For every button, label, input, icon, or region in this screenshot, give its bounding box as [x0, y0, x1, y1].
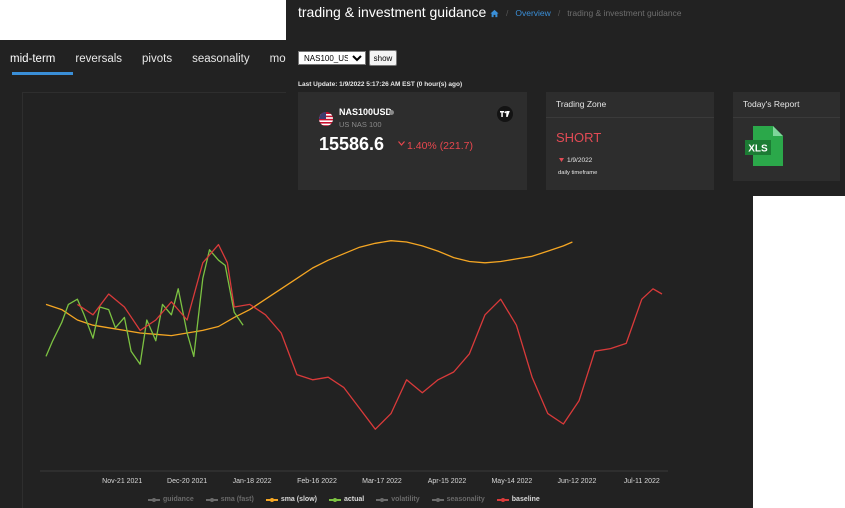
legend-item-guidance[interactable]: guidance — [148, 496, 194, 503]
x-tick-label: May-14 2022 — [491, 478, 532, 485]
trading-zone-card: Trading Zone SHORT 1/9/2022 daily timefr… — [546, 92, 714, 190]
active-tab-indicator — [12, 72, 73, 75]
legend-marker-icon — [376, 497, 389, 502]
us-flag-icon — [319, 112, 333, 126]
tab-seasonality[interactable]: seasonality — [192, 53, 250, 65]
legend-item-sma-slow[interactable]: sma (slow) — [265, 496, 317, 503]
breadcrumb-separator: / — [506, 8, 509, 18]
quote-card: NAS100USD US NAS 100 15586.6 1.40% (221.… — [298, 92, 527, 190]
report-card: Today's Report XLS — [733, 92, 840, 181]
x-tick-label: Nov-21 2021 — [102, 478, 142, 485]
legend-label: volatility — [391, 496, 420, 503]
show-button[interactable]: show — [369, 50, 397, 66]
chart-legend: guidance sma (fast) sma (slow) actual volati… — [148, 496, 540, 503]
tab-mid-term[interactable]: mid-term — [10, 53, 56, 65]
legend-label: sma (fast) — [220, 496, 254, 503]
legend-marker-icon — [265, 497, 278, 502]
legend-item-volatility[interactable]: volatility — [376, 496, 420, 503]
tab-reversals[interactable]: reversals — [75, 53, 123, 65]
x-tick-label: Jul-11 2022 — [624, 478, 660, 485]
legend-marker-icon — [496, 497, 509, 502]
legend-item-actual[interactable]: actual — [329, 496, 364, 503]
triangle-down-icon — [559, 158, 564, 164]
zone-timeframe: daily timeframe — [558, 170, 598, 176]
legend-item-seasonality[interactable]: seasonality — [431, 496, 485, 503]
legend-label: baseline — [511, 496, 540, 503]
price-change: 1.40% (221.7) — [407, 140, 473, 152]
symbol-label: NAS100USD — [339, 107, 393, 117]
x-tick-label: Jan-18 2022 — [233, 478, 272, 485]
tradingview-logo-icon[interactable] — [497, 106, 513, 122]
legend-marker-icon — [329, 497, 341, 502]
legend-marker-icon — [431, 497, 444, 502]
report-title: Today's Report — [743, 99, 800, 109]
legend-label: sma (slow) — [280, 496, 317, 503]
breadcrumb-overview-link[interactable]: Overview — [515, 8, 551, 18]
instrument-select[interactable]: NAS100_USD — [298, 51, 366, 65]
xls-file-label: XLS — [748, 144, 768, 155]
x-tick-label: Dec-20 2021 — [167, 478, 207, 485]
status-dot-icon — [389, 110, 394, 115]
trading-zone-title: Trading Zone — [556, 99, 607, 109]
breadcrumb: / Overview / trading & investment guidan… — [490, 8, 682, 18]
legend-label: actual — [344, 496, 365, 503]
series-line-baseline — [77, 243, 663, 430]
breadcrumb-separator: / — [557, 8, 561, 18]
series-line-sma-slow — [45, 240, 573, 337]
xls-file-icon[interactable]: XLS — [745, 126, 783, 166]
symbol-name: US NAS 100 — [339, 120, 382, 129]
zone-signal: SHORT — [556, 130, 602, 145]
x-tick-label: Jun-12 2022 — [557, 478, 596, 485]
legend-item-sma-fast[interactable]: sma (fast) — [205, 496, 254, 503]
card-divider — [546, 117, 714, 118]
x-tick-label: Mar-17 2022 — [362, 478, 402, 485]
legend-marker-icon — [205, 497, 218, 502]
card-divider — [733, 117, 840, 118]
breadcrumb-current: trading & investment guidance — [567, 8, 682, 18]
last-update-text: Last Update: 1/9/2022 5:17:26 AM EST (0 … — [298, 81, 463, 88]
price-value: 15586.6 — [319, 134, 385, 154]
page-title: trading & investment guidance — [298, 4, 487, 20]
guidance-window: trading & investment guidance / Overview… — [286, 0, 845, 196]
legend-marker-icon — [148, 497, 160, 502]
legend-item-baseline[interactable]: baseline — [496, 496, 540, 503]
home-icon[interactable] — [490, 9, 499, 18]
legend-label: seasonality — [446, 496, 485, 503]
legend-label: guidance — [163, 496, 194, 503]
x-tick-label: Apr-15 2022 — [428, 478, 467, 485]
tab-pivots[interactable]: pivots — [142, 53, 173, 65]
series-line-actual — [45, 249, 244, 365]
zone-date: 1/9/2022 — [567, 157, 593, 164]
chevron-down-icon — [398, 141, 405, 148]
x-tick-label: Feb-16 2022 — [297, 478, 337, 485]
